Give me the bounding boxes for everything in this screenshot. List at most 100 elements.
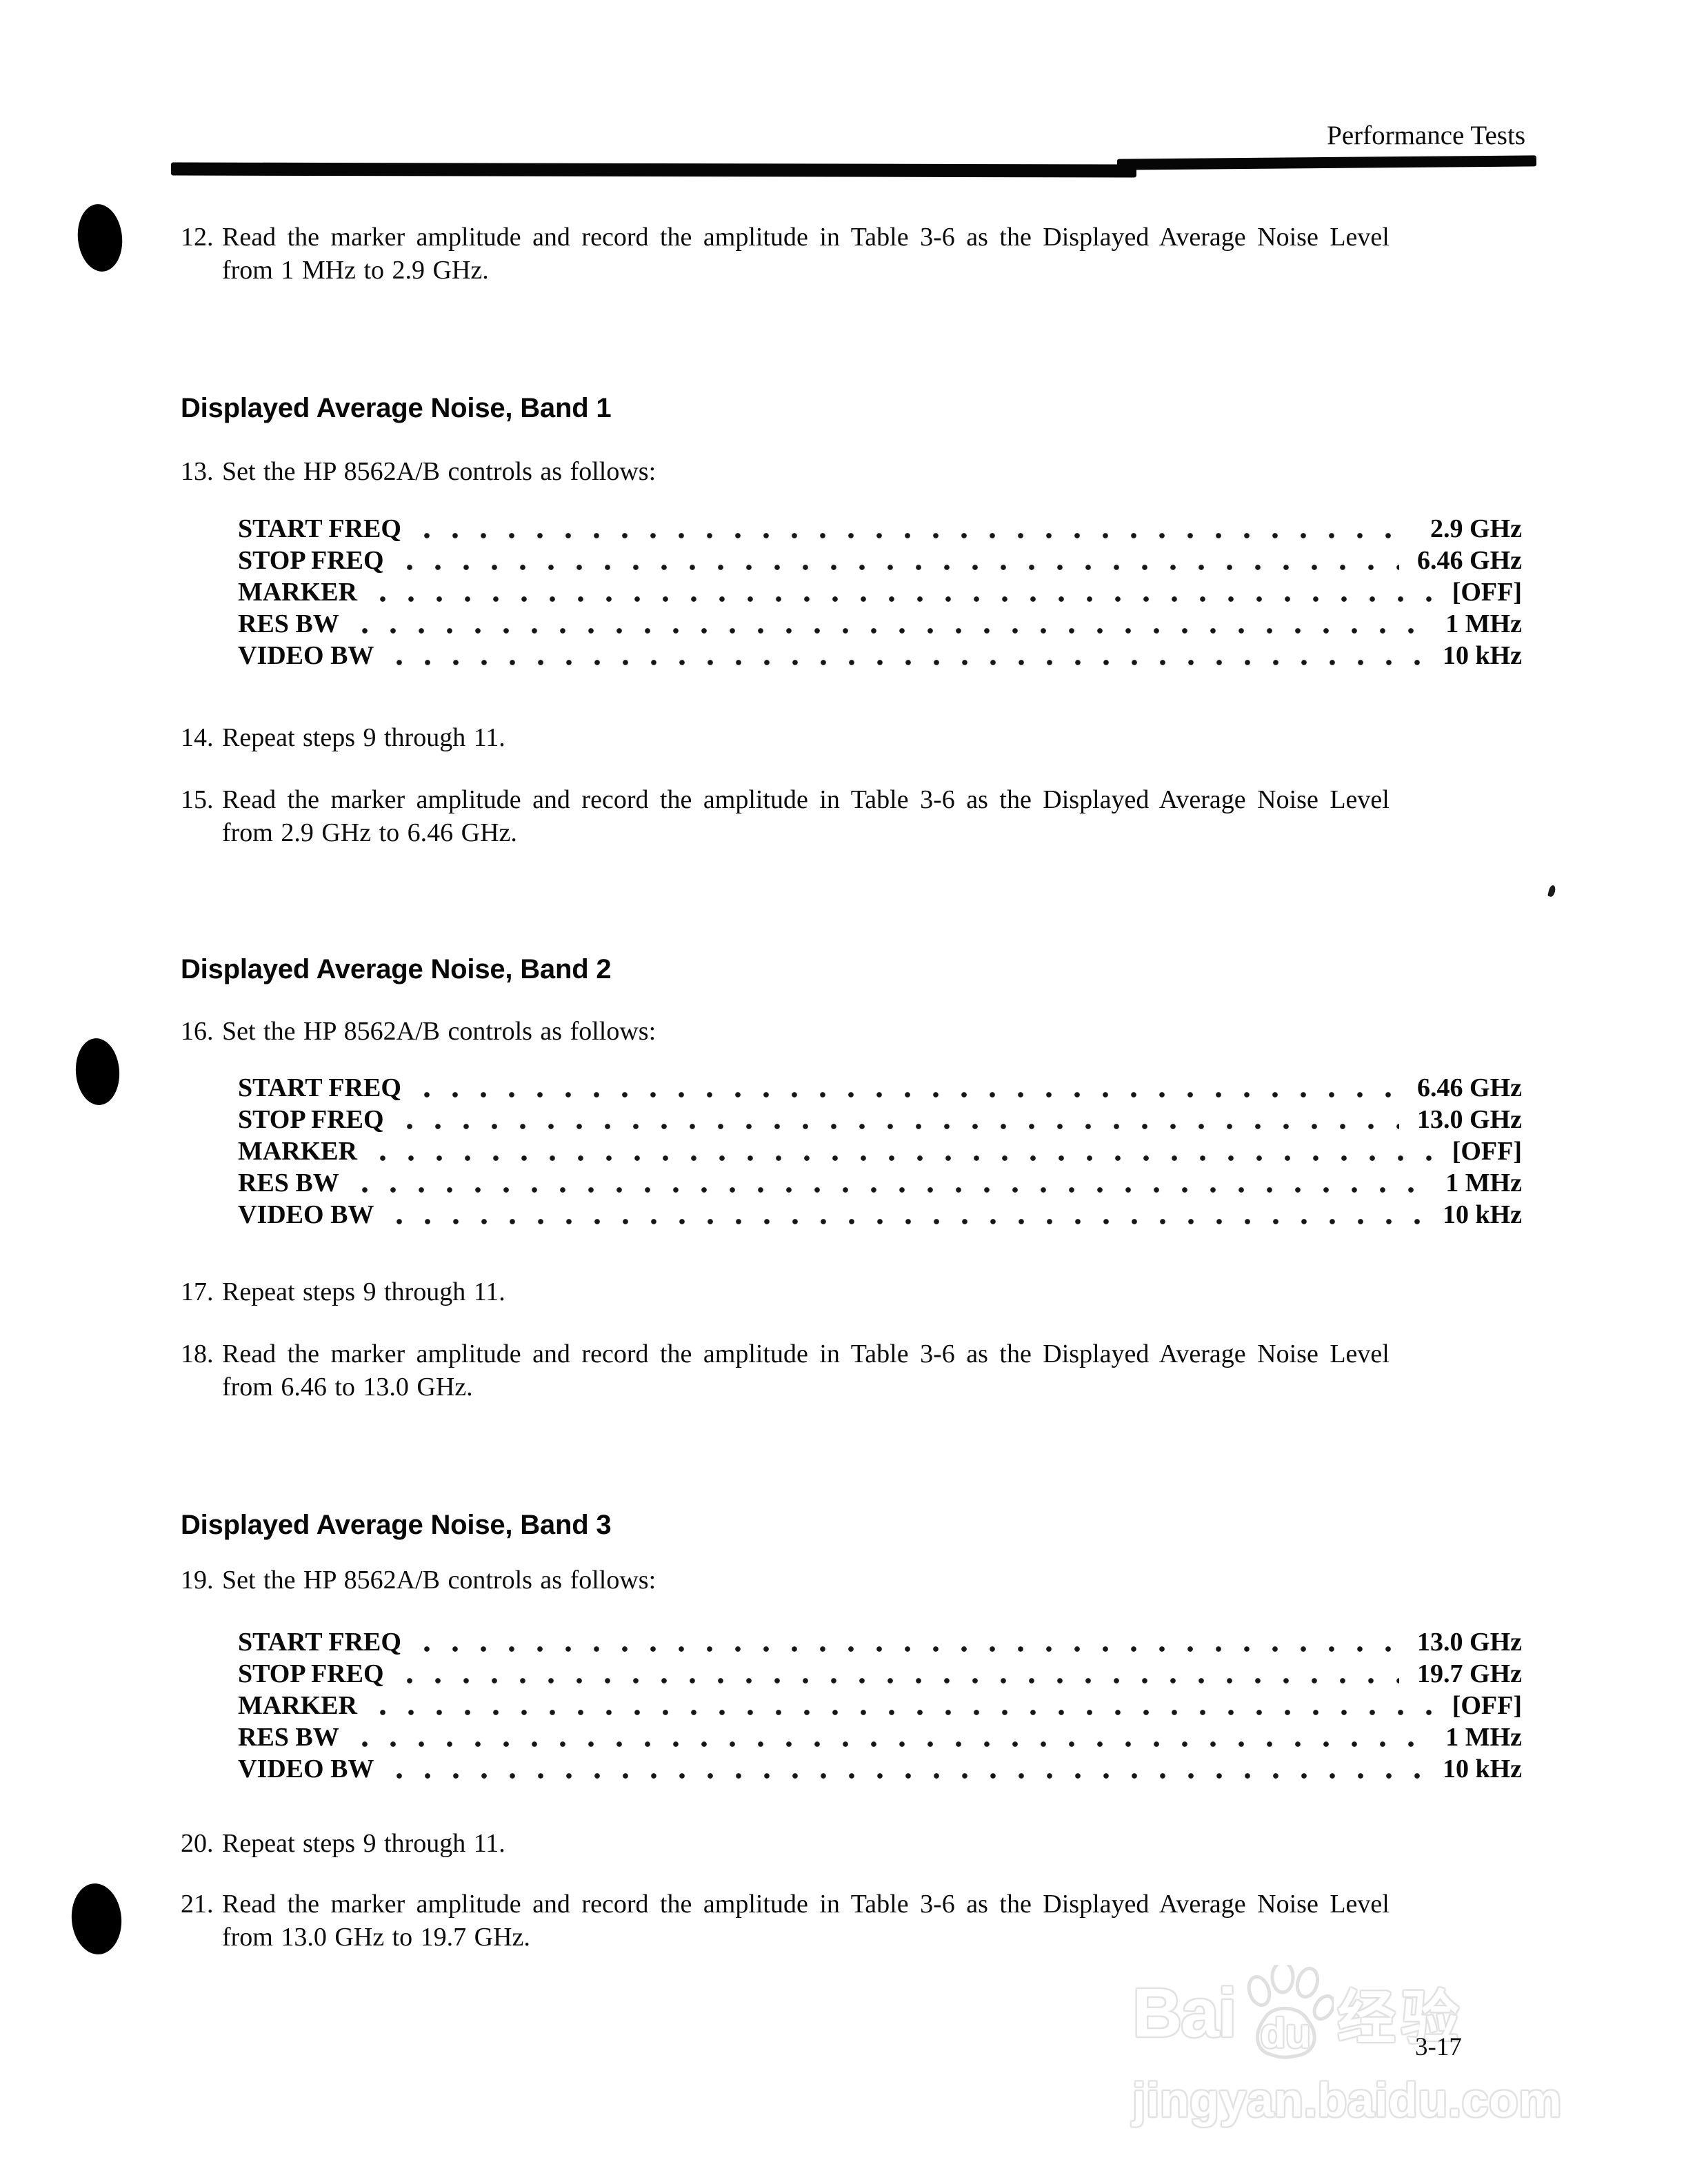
setting-label: RES BW [238,1169,339,1197]
step-18-number: 18. [181,1339,214,1368]
step-15-text-line1: Read the marker amplitude and record the… [222,785,1390,814]
setting-label: MARKER [238,578,358,607]
page-header-title: Performance Tests [1327,121,1525,150]
punch-hole-top [74,201,126,274]
setting-label: VIDEO BW [238,1755,374,1783]
setting-row-res-bw: RES BW 1 MHz [238,1168,1522,1200]
step-19-number: 19. [181,1566,214,1595]
step-18: 18. Read the marker amplitude and record… [181,1337,1529,1404]
step-20: 20. Repeat steps 9 through 11. [181,1827,1529,1860]
setting-label: STOP FREQ [238,1105,384,1134]
dot-leader [361,1186,1428,1193]
setting-label: START FREQ [238,1073,401,1102]
step-21-text-line2: from 13.0 GHz to 19.7 GHz. [222,1923,530,1952]
header-rule-right [1116,155,1537,170]
dot-leader [379,1155,1434,1162]
step-13: 13. Set the HP 8562A/B controls as follo… [181,455,1529,488]
dot-leader [379,596,1434,603]
setting-row-start-freq: START FREQ 2.9 GHz [238,514,1522,545]
setting-value: 2.9 GHz [1430,514,1522,543]
setting-value: 10 kHz [1442,641,1522,670]
section-heading-band-2: Displayed Average Noise, Band 2 [181,954,612,984]
dot-leader [405,1677,1400,1684]
watermark-site-url: jingyan.baidu.com [1132,2073,1563,2127]
page-number: 3-17 [1415,2033,1462,2061]
dot-leader [423,1646,1400,1652]
step-21-number: 21. [181,1890,214,1919]
step-16-number: 16. [181,1017,214,1046]
step-12: 12. Read the marker amplitude and record… [181,221,1529,287]
setting-value: 10 kHz [1442,1200,1522,1229]
header-rule [170,162,1137,178]
section-heading-band-3: Displayed Average Noise, Band 3 [181,1510,612,1540]
step-17-text: Repeat steps 9 through 11. [222,1277,505,1306]
scan-artifact-speck [1547,884,1556,898]
setting-value: [OFF] [1452,1691,1522,1720]
dot-leader [405,1123,1400,1130]
settings-list-band-2: START FREQ 6.46 GHz STOP FREQ 13.0 GHz M… [238,1073,1522,1231]
setting-row-marker: MARKER [OFF] [238,1136,1522,1168]
step-20-number: 20. [181,1829,214,1858]
setting-row-video-bw: VIDEO BW 10 kHz [238,1200,1522,1231]
step-14-text: Repeat steps 9 through 11. [222,723,505,752]
baidu-logo: Bai du 经验 [1132,1960,1525,2061]
setting-value: [OFF] [1452,578,1522,607]
watermark-brand-text: Bai [1132,1974,1237,2052]
setting-label: MARKER [238,1691,358,1720]
setting-row-video-bw: VIDEO BW 10 kHz [238,1754,1522,1786]
dot-leader [361,1741,1428,1748]
step-16: 16. Set the HP 8562A/B controls as follo… [181,1015,1529,1048]
step-15: 15. Read the marker amplitude and record… [181,783,1529,849]
step-14: 14. Repeat steps 9 through 11. [181,721,1529,754]
watermark-cn-text: 经验 [1337,1985,1465,2050]
setting-label: STOP FREQ [238,546,384,575]
setting-value: 13.0 GHz [1417,1105,1522,1134]
setting-label: START FREQ [238,1628,401,1657]
setting-row-stop-freq: STOP FREQ 19.7 GHz [238,1659,1522,1690]
step-15-number: 15. [181,785,214,814]
setting-row-start-freq: START FREQ 6.46 GHz [238,1073,1522,1104]
step-14-number: 14. [181,723,214,752]
dot-leader [379,1709,1434,1716]
section-heading-band-1: Displayed Average Noise, Band 1 [181,393,612,423]
step-21: 21. Read the marker amplitude and record… [181,1888,1529,1954]
step-18-text-line1: Read the marker amplitude and record the… [222,1339,1390,1368]
punch-hole-middle [73,1036,122,1107]
setting-row-stop-freq: STOP FREQ 6.46 GHz [238,545,1522,577]
step-12-text-line1: Read the marker amplitude and record the… [222,223,1390,252]
step-19: 19. Set the HP 8562A/B controls as follo… [181,1564,1529,1597]
step-17: 17. Repeat steps 9 through 11. [181,1275,1529,1308]
step-18-text-line2: from 6.46 to 13.0 GHz. [222,1373,473,1402]
step-19-text: Set the HP 8562A/B controls as follows: [222,1566,656,1595]
setting-value: 1 MHz [1445,1169,1522,1197]
setting-row-marker: MARKER [OFF] [238,1690,1522,1722]
dot-leader [423,1091,1400,1098]
dot-leader [396,1772,1425,1779]
setting-value: [OFF] [1452,1137,1522,1166]
setting-value: 6.46 GHz [1417,1073,1522,1102]
setting-value: 1 MHz [1445,1723,1522,1752]
setting-row-video-bw: VIDEO BW 10 kHz [238,640,1522,672]
step-12-number: 12. [181,223,214,252]
setting-row-start-freq: START FREQ 13.0 GHz [238,1627,1522,1659]
step-15-text-line2: from 2.9 GHz to 6.46 GHz. [222,818,517,847]
setting-value: 13.0 GHz [1417,1628,1522,1657]
setting-row-stop-freq: STOP FREQ 13.0 GHz [238,1104,1522,1136]
setting-label: RES BW [238,609,339,638]
step-21-text-line1: Read the marker amplitude and record the… [222,1890,1390,1919]
dot-leader [423,532,1413,539]
step-13-number: 13. [181,457,214,486]
setting-row-marker: MARKER [OFF] [238,577,1522,609]
step-17-number: 17. [181,1277,214,1306]
settings-list-band-1: START FREQ 2.9 GHz STOP FREQ 6.46 GHz MA… [238,514,1522,672]
step-20-text: Repeat steps 9 through 11. [222,1829,505,1858]
setting-value: 19.7 GHz [1417,1659,1522,1688]
setting-row-res-bw: RES BW 1 MHz [238,609,1522,640]
step-12-text-line2: from 1 MHz to 2.9 GHz. [222,256,489,285]
setting-label: STOP FREQ [238,1659,384,1688]
setting-row-res-bw: RES BW 1 MHz [238,1722,1522,1754]
dot-leader [396,659,1425,666]
setting-label: START FREQ [238,514,401,543]
baidu-paw-icon: du [1238,1960,1336,2061]
